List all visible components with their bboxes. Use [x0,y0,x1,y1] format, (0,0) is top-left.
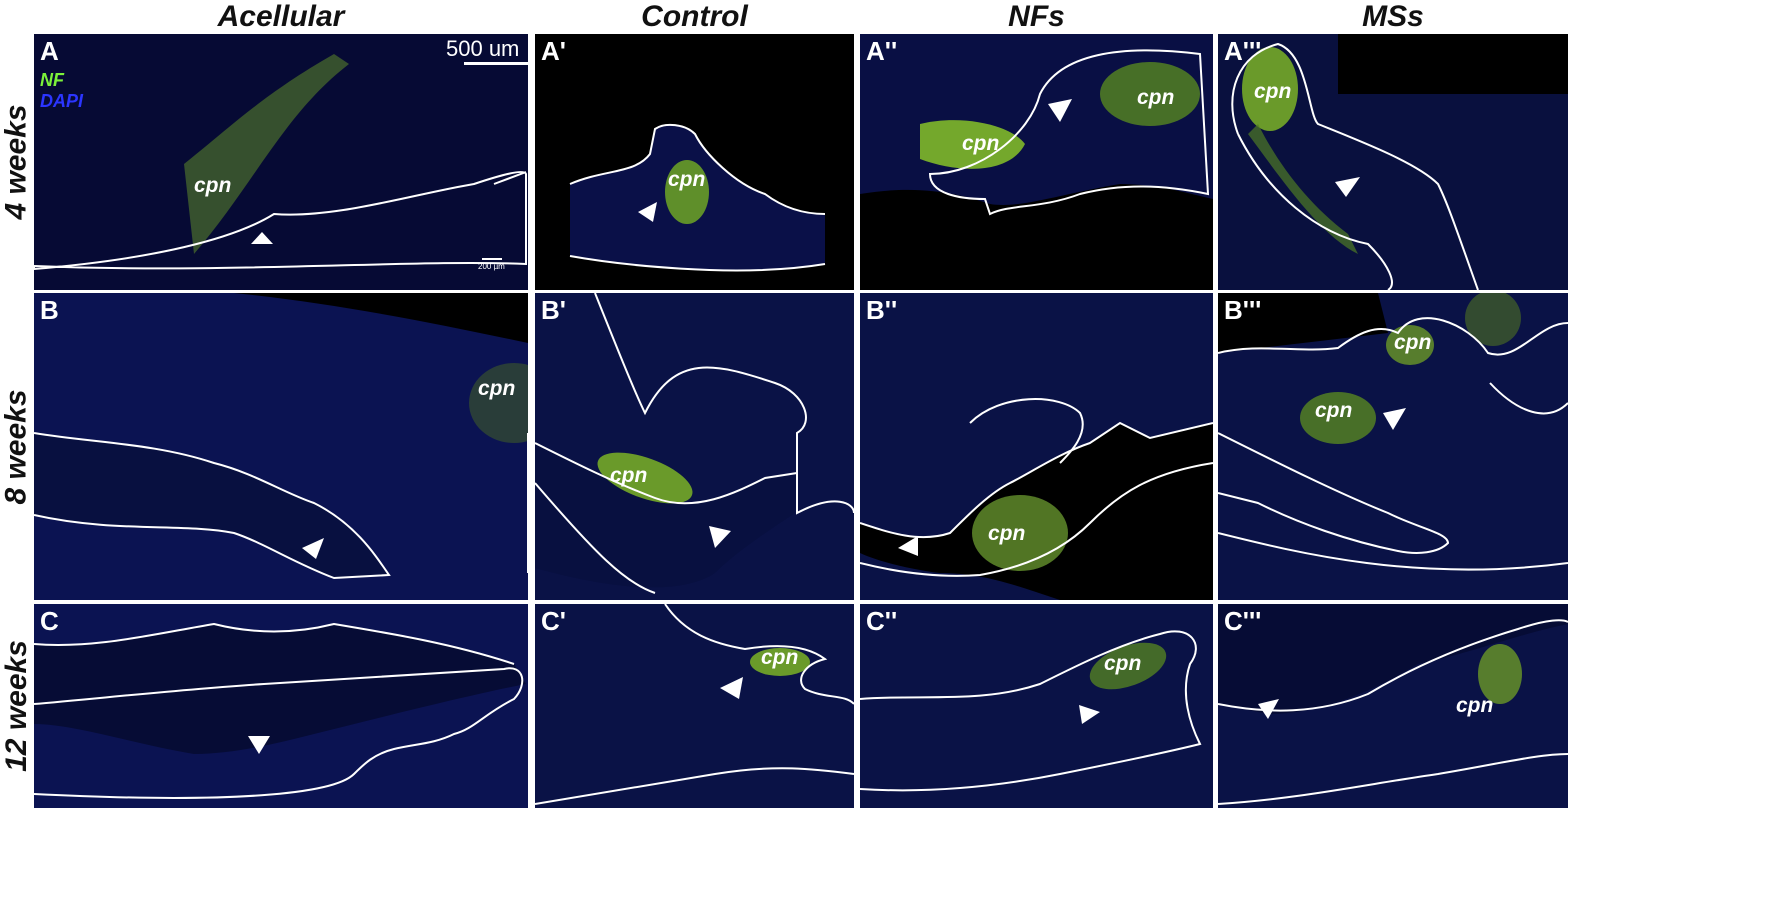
panel-label: B [40,295,59,325]
panel-a-double-prime: A'' cpn cpn [860,34,1213,290]
panel-label: C'' [866,606,898,636]
cpn-label: cpn [962,132,1000,155]
panel-c-prime: C' cpn [535,604,854,808]
panel-label: A''' [1224,36,1262,66]
cpn-label: cpn [610,464,648,487]
panel-b-prime: B' cpn [535,293,854,600]
column-header-nfs: NFs [1008,0,1065,33]
column-header-acellular: Acellular [217,0,345,33]
panel-label: C [40,606,59,636]
panel-label: B'' [866,295,898,325]
inset-scale-bar [482,258,502,260]
inset-scale-label: 200 µm [478,262,505,271]
column-header-mss: MSs [1362,0,1424,33]
panel-label: C''' [1224,606,1262,636]
scale-bar [464,62,528,65]
panel-label: C' [541,606,566,636]
row-header-4-weeks: 4 weeks [0,104,33,220]
panel-c: C [34,604,528,808]
panel-b-triple-prime: B''' cpn cpn [1218,293,1568,600]
cpn-label: cpn [194,174,232,197]
panel-c-triple-prime: C''' cpn [1218,604,1568,808]
column-header-control: Control [641,0,748,33]
cpn-label: cpn [478,377,516,400]
legend-nf: NF [40,70,64,90]
row-header-12-weeks: 12 weeks [0,640,33,772]
panel-b-double-prime: B'' cpn [860,293,1213,600]
cpn-label: cpn [761,646,799,669]
cpn-label: cpn [1104,652,1142,675]
scale-bar-label: 500 um [446,36,520,61]
panel-a-prime: A' cpn [535,34,854,290]
row-header-8-weeks: 8 weeks [0,388,33,505]
cpn-label: cpn [1394,331,1432,354]
panel-c-double-prime: C'' cpn [860,604,1213,808]
cpn-label: cpn [988,522,1026,545]
panel-label: A [40,36,59,66]
panel-a: A NF DAPI 500 um 200 µm cpn [34,34,528,290]
panel-b: B cpn [34,293,528,600]
cpn-label: cpn [1456,694,1494,717]
cpn-label: cpn [1315,399,1353,422]
panel-a-triple-prime: A''' cpn [1218,34,1568,290]
legend-dapi: DAPI [40,91,84,111]
cpn-label: cpn [668,168,706,191]
panel-label: B''' [1224,295,1262,325]
panel-label: A' [541,36,566,66]
panel-label: B' [541,295,566,325]
panel-label: A'' [866,36,898,66]
cpn-label: cpn [1254,80,1292,103]
cpn-label: cpn [1137,86,1175,109]
